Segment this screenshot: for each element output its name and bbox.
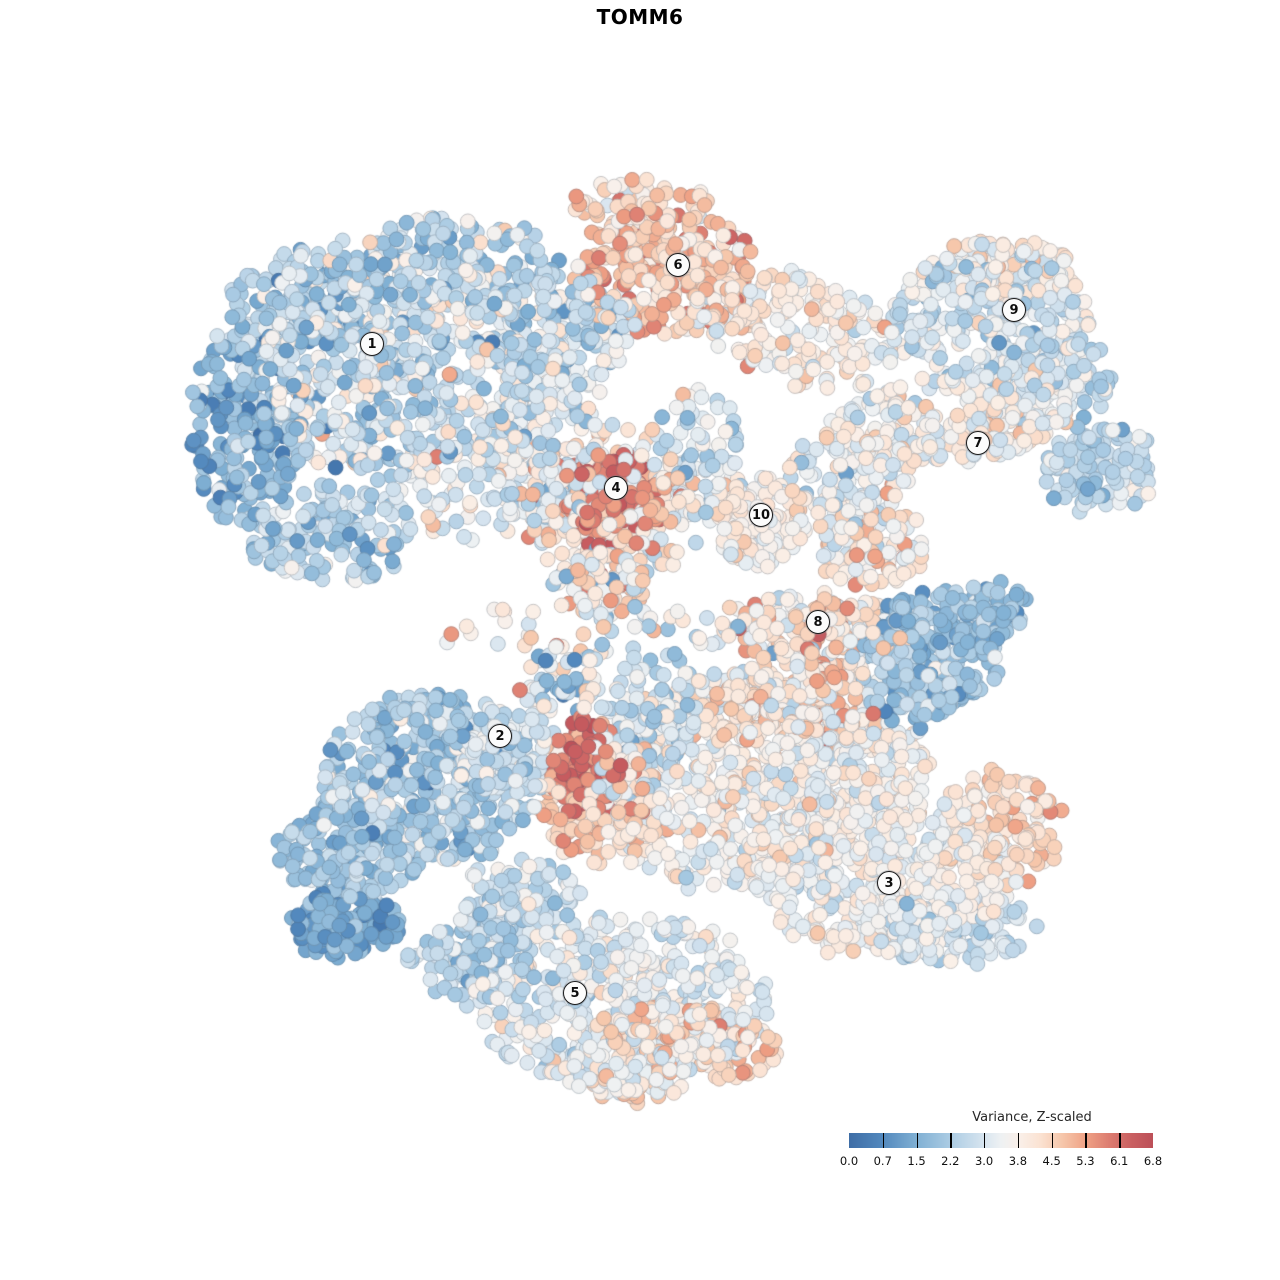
- cluster-label-8: 8: [806, 610, 830, 634]
- colorbar-tick-line: [984, 1133, 986, 1148]
- colorbar-tick-line: [950, 1133, 952, 1148]
- colorbar-tick-line: [916, 1133, 918, 1148]
- colorbar-title: Variance, Z-scaled: [972, 1110, 1092, 1125]
- colorbar-tick-label: 0.7: [873, 1154, 892, 1168]
- colorbar-tick-line: [882, 1133, 885, 1148]
- cluster-label-2: 2: [488, 724, 512, 748]
- colorbar-tick-line: [1085, 1133, 1087, 1148]
- colorbar-tick-label: 6.1: [1110, 1154, 1129, 1168]
- colorbar-tick-label: 5.3: [1076, 1154, 1095, 1168]
- colorbar-tick-label: 0.0: [839, 1154, 859, 1168]
- colorbar-tick-label: 3.0: [974, 1154, 994, 1168]
- colorbar-gradient: [849, 1133, 1153, 1148]
- cluster-label-3: 3: [877, 871, 901, 895]
- cluster-label-9: 9: [1002, 298, 1026, 322]
- colorbar-tick-line: [1051, 1133, 1053, 1148]
- colorbar-tick-line: [1119, 1133, 1121, 1148]
- cluster-label-7: 7: [966, 431, 990, 455]
- colorbar-tick-label: 6.8: [1143, 1154, 1163, 1168]
- colorbar-tick-label: 2.2: [941, 1154, 960, 1168]
- colorbar-tick-line: [1017, 1133, 1020, 1148]
- cluster-label-4: 4: [604, 476, 628, 500]
- plot-title: TOMM6: [596, 5, 684, 29]
- colorbar-tick-label: 3.8: [1008, 1154, 1028, 1168]
- cluster-label-5: 5: [563, 981, 587, 1005]
- cluster-label-6: 6: [666, 253, 690, 277]
- colorbar-tick-label: 4.5: [1042, 1154, 1061, 1168]
- cluster-label-10: 10: [749, 503, 773, 527]
- cluster-label-1: 1: [360, 332, 384, 356]
- colorbar-tick-label: 1.5: [907, 1154, 926, 1168]
